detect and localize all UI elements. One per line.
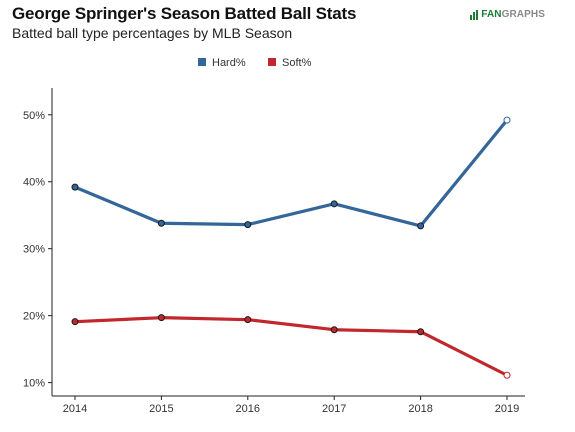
- legend-label-soft: Soft%: [282, 57, 312, 69]
- y-tick-label: 10%: [23, 378, 45, 390]
- x-tick-label: 2016: [236, 403, 260, 415]
- y-tick-label: 50%: [23, 110, 45, 122]
- data-point-hard: [244, 221, 252, 229]
- logo-graphs-text: GRAPHS: [501, 9, 545, 20]
- series-line-soft: [73, 316, 509, 377]
- data-point-soft: [417, 328, 425, 336]
- y-tick-label: 30%: [23, 244, 45, 256]
- x-tick-label: 2014: [63, 403, 87, 415]
- chart-subtitle: Batted ball type percentages by MLB Seas…: [12, 25, 293, 41]
- series-line-hard: [73, 118, 509, 228]
- data-point-soft: [330, 326, 338, 334]
- legend-swatch-soft: [268, 58, 276, 66]
- x-tick-label: 2019: [495, 403, 519, 415]
- data-point-hard: [330, 200, 338, 208]
- fangraphs-logo: FAN GRAPHS: [470, 9, 545, 20]
- legend-swatch-hard: [198, 58, 206, 66]
- data-point-hard: [417, 222, 425, 230]
- x-tick-label: 2018: [408, 403, 432, 415]
- data-point-soft: [244, 316, 252, 324]
- data-point-hard: [71, 183, 79, 191]
- data-point-soft: [503, 371, 511, 379]
- data-point-soft: [157, 314, 165, 322]
- data-point-hard: [503, 116, 511, 124]
- logo-fan-text: FAN: [481, 9, 502, 20]
- y-tick-label: 20%: [23, 311, 45, 323]
- fangraphs-logo-icon: [470, 9, 479, 20]
- x-tick-label: 2015: [149, 403, 173, 415]
- data-point-hard: [157, 219, 165, 227]
- legend-label-hard: Hard%: [212, 57, 246, 69]
- x-tick-label: 2017: [322, 403, 346, 415]
- chart-title: George Springer's Season Batted Ball Sta…: [12, 4, 357, 23]
- data-point-soft: [71, 318, 79, 326]
- y-tick-label: 40%: [23, 177, 45, 189]
